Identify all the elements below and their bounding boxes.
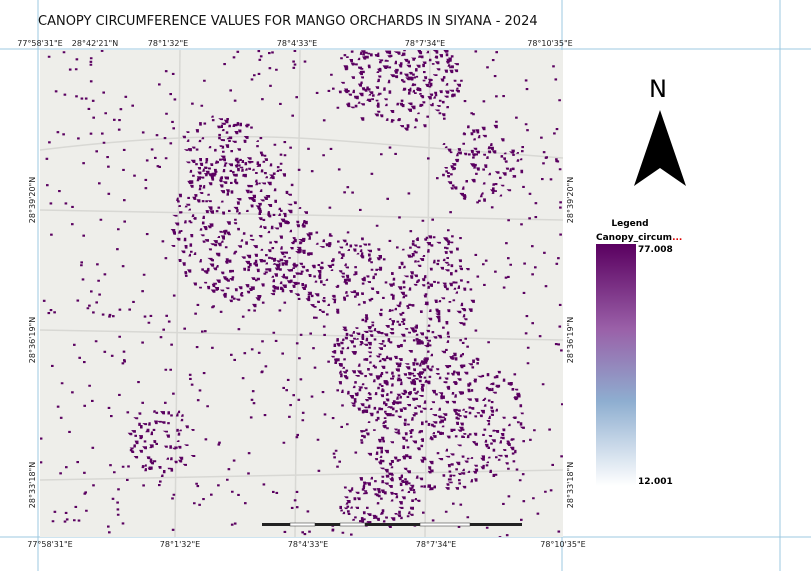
top-coord-label: 28°42'21"N [72, 39, 118, 48]
north-arrow: N [634, 75, 686, 186]
right-coord-label: 28°36'19"N [566, 317, 575, 363]
legend-layer-name: Canopy_circum [596, 233, 672, 243]
bottom-coord-label: 77°58'31"E [27, 540, 72, 549]
north-arrow-shape [634, 110, 686, 186]
top-coord-label: 78°4'33"E [277, 39, 317, 48]
legend-min: 12.001 [638, 477, 673, 487]
left-coord-label: 28°36'19"N [28, 317, 37, 363]
right-coord-label: 28°39'20"N [566, 177, 575, 223]
orchard-pixels [40, 50, 563, 537]
left-coord-label: 28°33'18"N [28, 462, 37, 508]
top-coord-label: 78°10'35"E [527, 39, 572, 48]
bottom-coord-label: 78°1'32"E [160, 540, 200, 549]
top-coord-label: 77°58'31"E [17, 39, 62, 48]
legend-layer: Canopy_circum... [596, 233, 682, 243]
map-title: CANOPY CIRCUMFERENCE VALUES FOR MANGO OR… [38, 14, 538, 29]
left-coord-label: 28°39'20"N [28, 177, 37, 223]
map-content [40, 50, 563, 537]
bottom-coord-label: 78°4'33"E [288, 540, 328, 549]
coordinate-labels: 77°58'31"E 28°42'21"N 78°1'32"E 78°4'33"E 78… [17, 39, 585, 549]
legend-ramp [596, 244, 636, 486]
bottom-coord-label: 78°7'34"E [416, 540, 456, 549]
legend-title: Legend [611, 219, 648, 229]
top-coord-label: 78°7'34"E [405, 39, 445, 48]
bottom-coord-label: 78°10'35"E [540, 540, 585, 549]
legend-ellipsis: ... [672, 233, 682, 243]
legend: Legend Canopy_circum... 77.008 12.001 [596, 219, 682, 487]
scale-bar [262, 522, 522, 527]
right-coord-label: 28°33'18"N [566, 462, 575, 508]
map-background [40, 50, 563, 537]
north-label: N [649, 75, 667, 103]
top-coord-label: 78°1'32"E [148, 39, 188, 48]
legend-max: 77.008 [638, 245, 673, 255]
